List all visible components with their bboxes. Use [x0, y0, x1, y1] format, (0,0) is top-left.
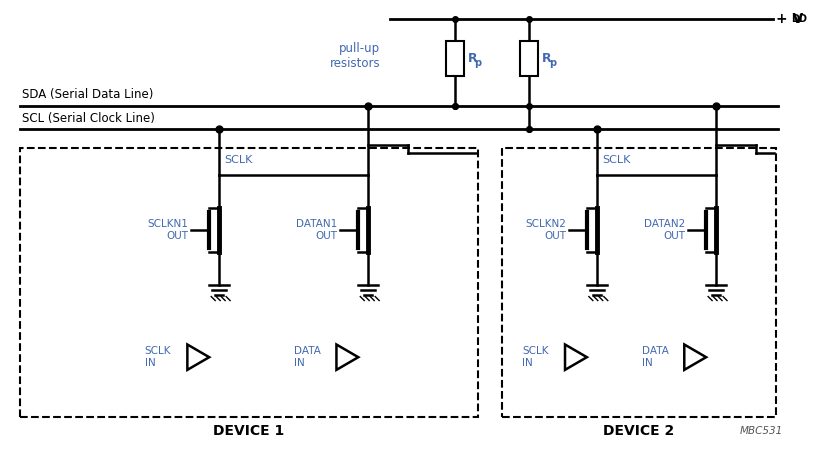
Text: DD: DD [791, 14, 808, 24]
Text: MBC531: MBC531 [739, 426, 782, 436]
Text: DATAN1
OUT: DATAN1 OUT [296, 219, 337, 241]
Text: SCLK
IN: SCLK IN [144, 346, 171, 368]
Bar [446, 41, 464, 76]
Text: DATAN2
OUT: DATAN2 OUT [644, 219, 685, 241]
Text: DEVICE 2: DEVICE 2 [603, 424, 675, 438]
Text: DATA
IN: DATA IN [641, 346, 668, 368]
Text: R: R [542, 51, 552, 64]
Text: pull-up
resistors: pull-up resistors [329, 42, 380, 70]
Text: SDA (Serial Data Line): SDA (Serial Data Line) [22, 88, 154, 101]
Text: p: p [474, 58, 482, 68]
Text: SCL (Serial Clock Line): SCL (Serial Clock Line) [22, 112, 156, 124]
Text: + V: + V [776, 12, 803, 26]
Text: R: R [468, 51, 478, 64]
Text: p: p [549, 58, 557, 68]
Text: SCLK
IN: SCLK IN [522, 346, 548, 368]
Bar [520, 41, 538, 76]
Text: DEVICE 1: DEVICE 1 [214, 424, 284, 438]
Bar [20, 148, 478, 417]
Text: SCLKN2
OUT: SCLKN2 OUT [525, 219, 566, 241]
Bar [502, 148, 776, 417]
Text: SCLK: SCLK [601, 156, 630, 166]
Text: SCLK: SCLK [224, 156, 253, 166]
Text: SCLKN1
OUT: SCLKN1 OUT [148, 219, 188, 241]
Text: DATA
IN: DATA IN [293, 346, 320, 368]
